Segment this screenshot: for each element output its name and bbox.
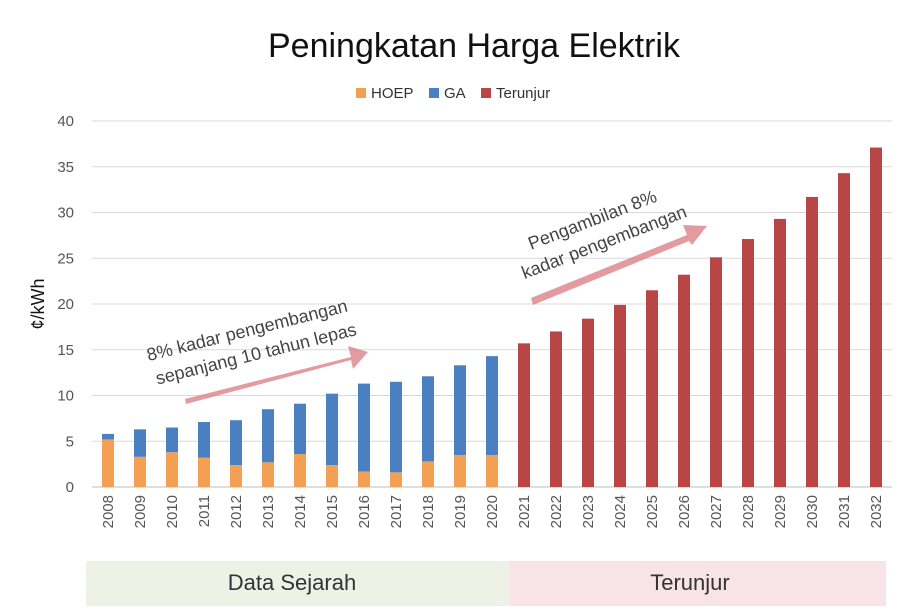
bar-terunjur-2032 — [870, 147, 882, 487]
x-tick-label: 2014 — [292, 495, 309, 528]
bar-hoep-2019 — [454, 454, 466, 487]
gridlines — [92, 120, 892, 488]
bar-ga-2017 — [390, 381, 402, 473]
x-tick-label: 2010 — [164, 495, 181, 528]
bar-terunjur-2026 — [678, 274, 690, 487]
bar-terunjur-2031 — [838, 173, 850, 487]
bar-hoep-2008 — [102, 439, 114, 487]
legend-swatch-ga — [429, 88, 439, 98]
x-tick-label: 2015 — [324, 495, 341, 528]
bar-terunjur-2021 — [518, 343, 530, 487]
x-tick-label: 2011 — [196, 495, 213, 527]
bar-ga-2020 — [486, 356, 498, 455]
annotation-arrow-projected — [531, 225, 707, 305]
bars — [102, 147, 882, 487]
bar-ga-2009 — [134, 429, 146, 457]
x-tick-label: 2021 — [516, 495, 533, 528]
bar-hoep-2020 — [486, 454, 498, 487]
x-tick-label: 2026 — [676, 495, 693, 528]
bar-hoep-2012 — [230, 465, 242, 487]
bar-terunjur-2028 — [742, 239, 754, 487]
x-tick-label: 2023 — [580, 495, 597, 528]
bar-hoep-2016 — [358, 471, 370, 487]
bar-ga-2011 — [198, 422, 210, 458]
bar-ga-2013 — [262, 409, 274, 463]
x-tick-label: 2028 — [740, 495, 757, 528]
x-tick-label: 2009 — [132, 495, 149, 528]
bar-ga-2019 — [454, 365, 466, 455]
legend-label-ga: GA — [444, 85, 466, 102]
y-tick-label: 0 — [66, 479, 74, 496]
y-tick-label: 10 — [57, 388, 74, 405]
bar-ga-2018 — [422, 376, 434, 462]
bar-hoep-2013 — [262, 462, 274, 487]
x-tick-label: 2029 — [772, 495, 789, 528]
x-tick-label: 2020 — [484, 495, 501, 528]
bar-hoep-2014 — [294, 454, 306, 487]
legend-label-terunjur: Terunjur — [496, 85, 550, 102]
x-axis: 2008 2009 2010 2011 2012 2013 2014 2015 2016 2017… — [100, 495, 885, 528]
x-tick-label: 2019 — [452, 495, 469, 528]
annotation-arrow-historical — [185, 346, 368, 404]
x-tick-label: 2024 — [612, 495, 629, 528]
bar-terunjur-2029 — [774, 218, 786, 487]
y-axis-label: ¢/kWh — [28, 278, 48, 329]
bar-terunjur-2030 — [806, 196, 818, 487]
bar-hoep-2009 — [134, 456, 146, 487]
x-tick-label: 2013 — [260, 495, 277, 528]
x-tick-label: 2022 — [548, 495, 565, 528]
bar-ga-2016 — [358, 383, 370, 472]
y-tick-label: 15 — [57, 342, 74, 359]
bar-terunjur-2022 — [550, 331, 562, 487]
x-tick-label: 2030 — [804, 495, 821, 528]
bar-ga-2012 — [230, 420, 242, 466]
x-tick-label: 2027 — [708, 495, 725, 528]
y-tick-label: 20 — [57, 296, 74, 313]
y-tick-label: 30 — [57, 205, 74, 222]
x-tick-label: 2017 — [388, 495, 405, 528]
band-historical-label: Data Sejarah — [228, 570, 356, 595]
y-axis: 0 5 10 15 20 25 30 35 40 — [57, 113, 74, 496]
bar-ga-2008 — [102, 433, 114, 440]
band-projected-label: Terunjur — [650, 570, 729, 595]
x-tick-label: 2012 — [228, 495, 245, 528]
bar-terunjur-2027 — [710, 257, 722, 487]
y-tick-label: 40 — [57, 113, 74, 130]
y-tick-label: 25 — [57, 250, 74, 267]
x-tick-label: 2032 — [868, 495, 885, 528]
y-tick-label: 35 — [57, 159, 74, 176]
x-tick-label: 2008 — [100, 495, 117, 528]
bar-hoep-2011 — [198, 457, 210, 487]
bar-ga-2010 — [166, 427, 178, 453]
bar-terunjur-2023 — [582, 318, 594, 487]
x-tick-label: 2016 — [356, 495, 373, 528]
legend: HOEP GA Terunjur — [356, 85, 550, 102]
bar-hoep-2015 — [326, 465, 338, 487]
x-tick-label: 2031 — [836, 495, 853, 528]
bar-terunjur-2024 — [614, 304, 626, 487]
x-tick-label: 2018 — [420, 495, 437, 528]
legend-swatch-hoep — [356, 88, 366, 98]
bar-hoep-2018 — [422, 461, 434, 487]
bar-ga-2014 — [294, 403, 306, 455]
chart-title: Peningkatan Harga Elektrik — [268, 27, 681, 65]
x-tick-label: 2025 — [644, 495, 661, 528]
bar-terunjur-2025 — [646, 290, 658, 487]
legend-swatch-terunjur — [481, 88, 491, 98]
annotation-projected: Pengambilan 8% kadar pengembangan — [519, 186, 707, 305]
legend-label-hoep: HOEP — [371, 85, 414, 102]
bar-hoep-2017 — [390, 472, 402, 487]
band-projected — [510, 561, 886, 606]
bar-hoep-2010 — [166, 452, 178, 487]
band-historical — [86, 561, 510, 606]
y-tick-label: 5 — [66, 433, 74, 450]
bar-ga-2015 — [326, 393, 338, 466]
